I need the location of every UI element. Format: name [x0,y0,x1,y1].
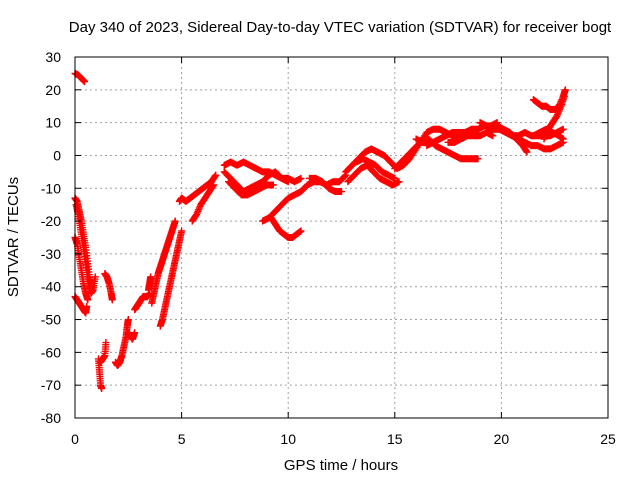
data-track [101,270,116,304]
y-tick-label: -40 [41,279,61,295]
data-point [131,329,139,337]
grid-lines [75,57,608,418]
data-point [523,148,531,156]
data-point [98,384,106,392]
data-point [297,174,305,182]
data-track [188,181,218,225]
data-track [112,316,132,369]
y-tick-label: 10 [45,115,61,131]
data-point [559,135,567,143]
data-track [352,155,399,182]
y-tick-label: 0 [53,147,61,163]
y-tick-label: 20 [45,82,61,98]
data-point [147,273,155,281]
x-tick-label: 0 [71,431,79,447]
data-point [284,178,292,186]
axis-ticks: 0 5 10 15 20 25 30 20 10 0 -10 -20 -30 -40 -50 -60 -70 -8… [41,49,616,447]
data-point [297,227,305,235]
data-points [71,69,569,392]
data-track [267,214,305,241]
data-track [342,135,427,176]
x-tick-label: 20 [494,431,510,447]
data-track [124,329,139,343]
data-point [211,172,219,180]
y-tick-label: -10 [41,180,61,196]
y-axis-label: SDTVAR / TECUs [5,177,22,297]
data-track [131,289,154,314]
data-point [212,171,220,179]
plot-frame [74,56,609,419]
y-tick-label: -70 [41,377,61,393]
data-point [81,78,89,86]
data-point [102,339,110,347]
data-track [444,128,497,146]
y-tick-label: -50 [41,312,61,328]
data-point [341,172,349,180]
data-point [391,174,399,182]
data-point [108,296,116,304]
data-point [91,273,99,281]
chart-title: Day 340 of 2023, Sidereal Day-to-day VTE… [69,19,612,36]
data-point [210,181,218,189]
data-point [84,296,92,304]
data-point [178,227,186,235]
x-tick-label: 5 [178,431,186,447]
data-point [522,147,530,155]
data-track [306,174,345,196]
data-point [209,182,217,190]
data-point [474,155,482,163]
data-track [71,234,92,304]
x-tick-label: 10 [280,431,296,447]
data-track [412,135,482,163]
data-point [560,92,568,100]
y-tick-label: -20 [41,213,61,229]
x-tick-label: 25 [600,431,616,447]
data-track [175,171,220,205]
y-tick-label: 30 [45,49,61,65]
y-tick-label: -80 [41,410,61,426]
y-tick-label: -60 [41,344,61,360]
data-track [71,293,91,317]
data-point [395,178,403,186]
data-point [561,86,569,94]
data-track [344,161,403,189]
data-track [156,227,186,330]
data-point [489,132,497,140]
data-track [540,92,568,143]
x-axis-label: GPS time / hours [284,457,398,474]
data-point [124,316,132,324]
data-point [559,125,567,133]
data-track [145,273,155,294]
data-point [338,188,345,196]
data-track [225,178,277,199]
data-track [71,69,89,86]
data-point [269,181,277,189]
data-track [148,217,179,307]
x-tick-label: 15 [387,431,403,447]
data-track [97,339,110,366]
y-tick-label: -30 [41,246,61,262]
data-point [171,217,179,225]
data-point [83,302,91,310]
